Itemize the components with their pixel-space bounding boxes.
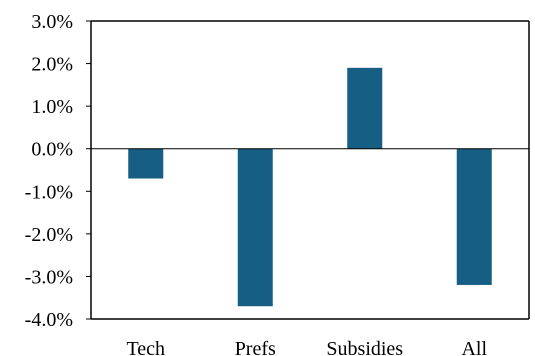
- y-tick-label: -4.0%: [25, 309, 73, 331]
- x-category-label: Tech: [126, 338, 165, 356]
- y-tick-label: 2.0%: [31, 54, 73, 76]
- bar-prefs: [237, 148, 273, 307]
- bar-all: [456, 148, 492, 285]
- y-tick-label: -1.0%: [25, 181, 73, 203]
- x-category-label: Prefs: [235, 338, 276, 356]
- bar-tech: [128, 148, 164, 179]
- y-tick-label: 1.0%: [31, 96, 73, 118]
- x-category-label: Subsidies: [326, 338, 403, 356]
- y-tick-label: 3.0%: [31, 11, 73, 33]
- y-tick-label: -2.0%: [25, 224, 73, 246]
- y-tick-label: -3.0%: [25, 266, 73, 288]
- y-tick-label: 0.0%: [31, 139, 73, 161]
- bar-subsidies: [347, 67, 383, 149]
- x-category-label: All: [461, 338, 487, 356]
